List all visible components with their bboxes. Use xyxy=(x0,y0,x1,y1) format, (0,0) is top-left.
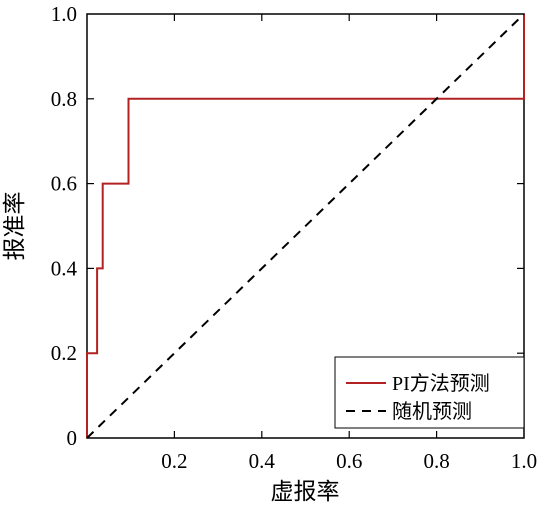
x-tick-label: 0.2 xyxy=(161,449,187,473)
y-tick-label: 0.4 xyxy=(51,256,78,280)
x-tick-label: 0.4 xyxy=(249,449,276,473)
y-tick-label: 0 xyxy=(67,426,78,450)
series-line-pi xyxy=(86,14,525,438)
x-tick-label: 0.8 xyxy=(423,449,449,473)
legend: PI方法预测 随机预测 xyxy=(334,356,525,429)
series-line-random xyxy=(86,13,525,439)
x-axis-ticks: 0.2 0.4 0.6 0.8 1.0 xyxy=(161,14,537,473)
legend-box xyxy=(334,356,525,429)
x-tick-label: 0.6 xyxy=(336,449,362,473)
x-axis-label: 虚报率 xyxy=(271,479,340,503)
x-tick-label: 1.0 xyxy=(511,449,537,473)
y-tick-label: 0.8 xyxy=(51,87,77,111)
y-tick-label: 0.2 xyxy=(51,341,77,365)
legend-label-pi: PI方法预测 xyxy=(392,372,490,395)
y-tick-label: 1.0 xyxy=(51,2,77,26)
legend-label-random: 随机预测 xyxy=(392,400,472,423)
plot-frame xyxy=(86,13,525,439)
y-axis-ticks: 0 0.2 0.4 0.6 0.8 1.0 xyxy=(51,2,524,450)
y-tick-label: 0.6 xyxy=(51,172,77,196)
series-layer xyxy=(86,13,525,439)
y-axis-label: 报准率 xyxy=(2,192,27,261)
